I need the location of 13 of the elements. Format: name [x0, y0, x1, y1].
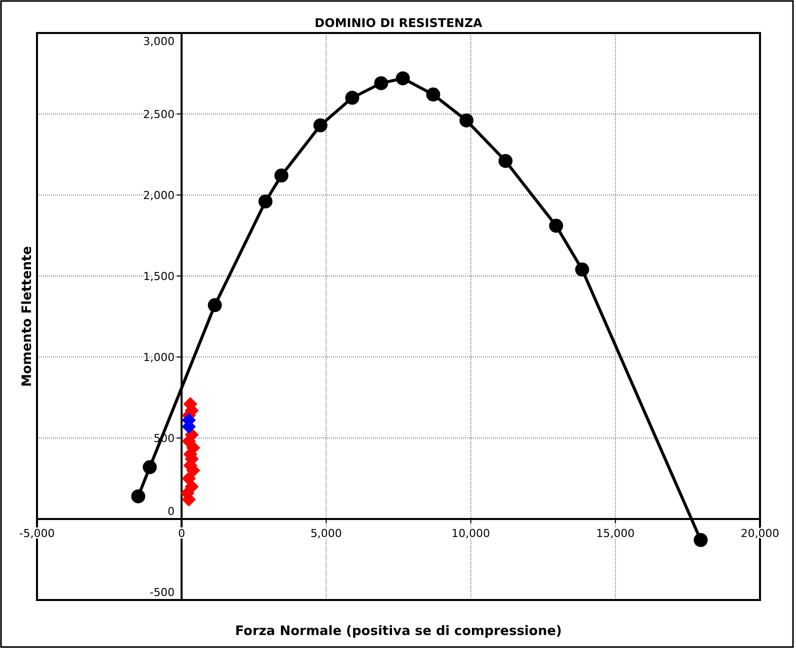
chart-title: DOMINIO DI RESISTENZA	[314, 16, 484, 30]
x-tick-label: 15,000	[596, 527, 635, 540]
y-tick-label: 2,000	[143, 189, 175, 202]
y-tick-label: 0	[168, 505, 175, 518]
x-tick-label: 5,000	[310, 527, 342, 540]
y-tick-label: 2,500	[143, 108, 175, 121]
y-tick-label: 1,500	[143, 270, 175, 283]
x-axis-title: Forza Normale (positiva se di compressione)	[235, 624, 562, 639]
y-tick-label: -500	[150, 586, 175, 599]
x-tick-label: 10,000	[452, 527, 490, 540]
y-tick-label: 1,000	[143, 351, 175, 364]
y-axis-title: Momento Flettente	[20, 246, 35, 387]
y-tick-label: 3,000	[143, 35, 175, 48]
